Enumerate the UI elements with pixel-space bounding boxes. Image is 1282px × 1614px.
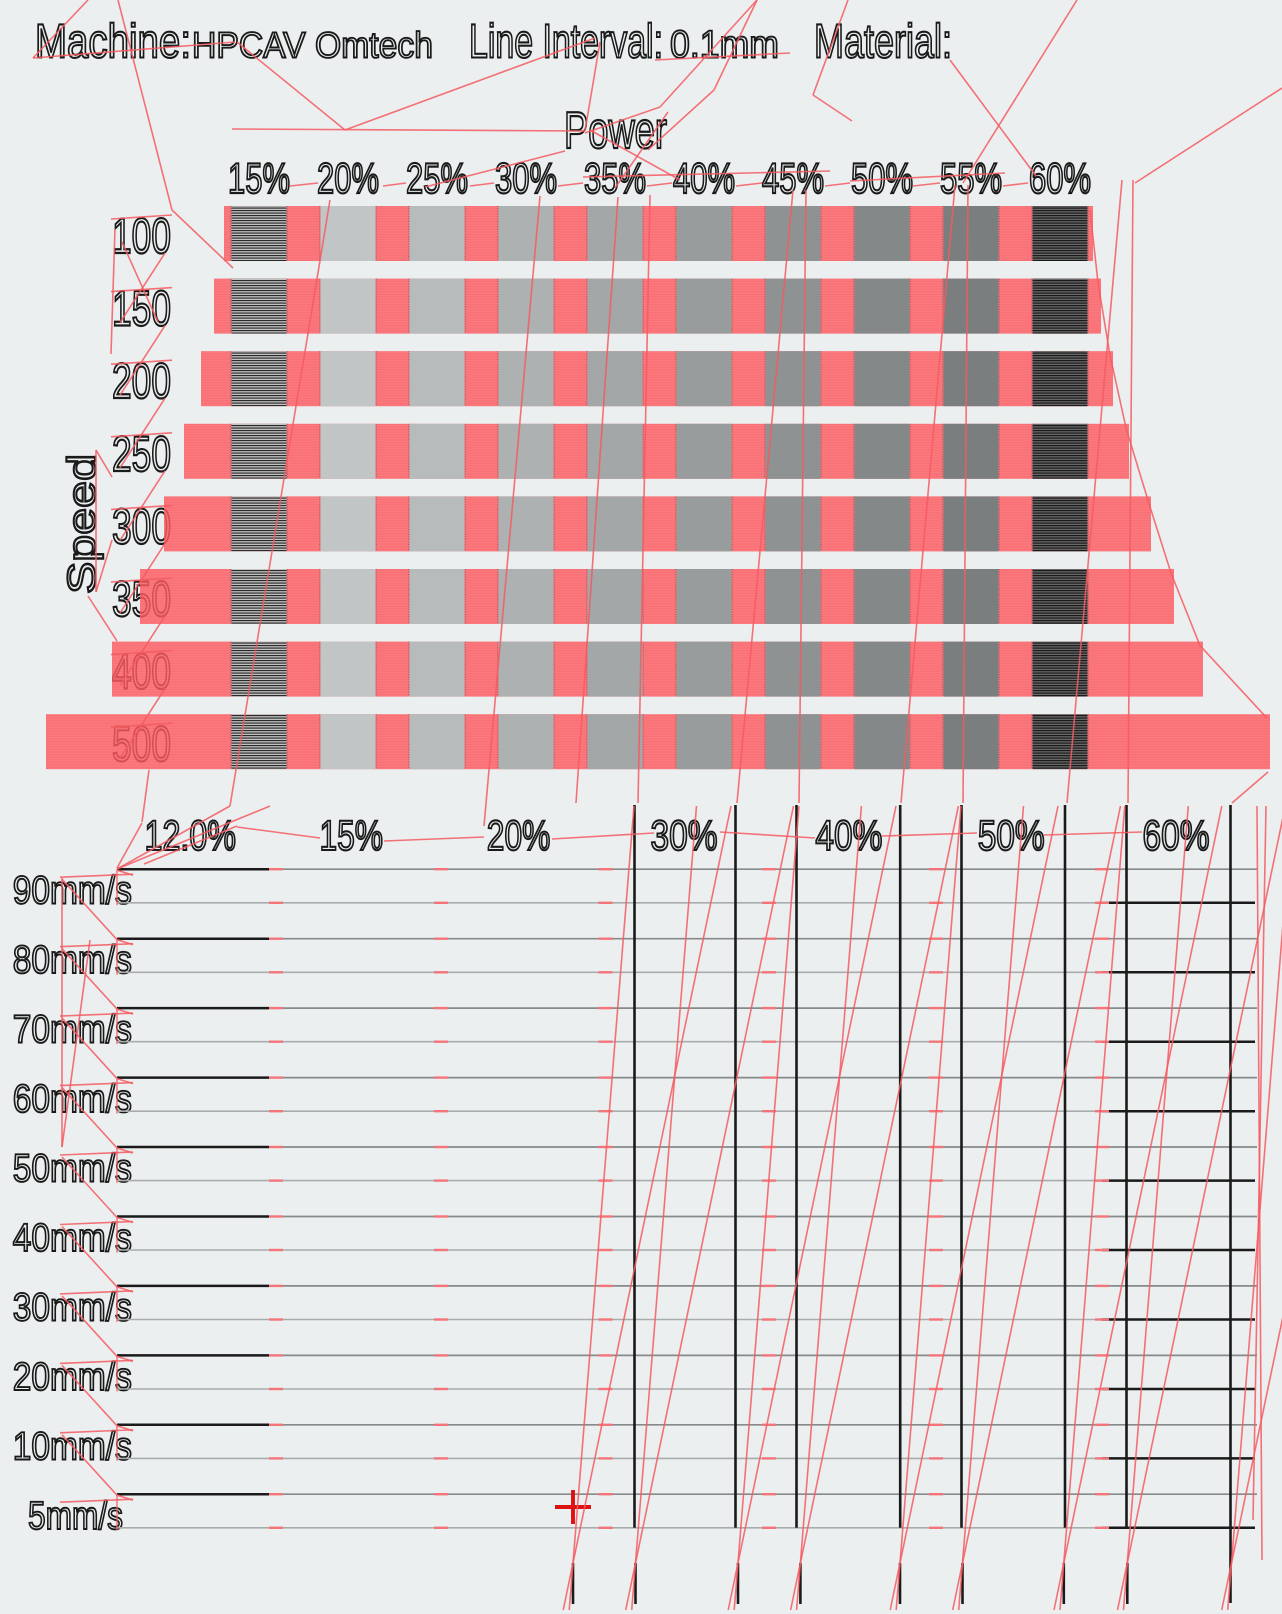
svg-text:60%: 60% [1029,155,1091,203]
svg-text:20%: 20% [317,155,379,203]
svg-text:Line Interval:: Line Interval: [469,16,663,69]
svg-text:Machine:: Machine: [35,16,191,69]
svg-text:40%: 40% [815,813,882,860]
svg-text:35%: 35% [584,155,646,203]
svg-text:Speed: Speed [60,454,104,594]
svg-text:30%: 30% [651,813,718,860]
svg-text:60%: 60% [1143,813,1210,860]
svg-text:30%: 30% [495,155,557,203]
svg-text:0.1mm: 0.1mm [670,24,779,67]
svg-text:40%: 40% [673,155,735,203]
svg-text:20%: 20% [487,813,551,860]
svg-text:15%: 15% [228,155,290,203]
svg-text:12.0%: 12.0% [145,813,237,860]
svg-text:55%: 55% [940,155,1002,203]
svg-text:HPCAV Omtech: HPCAV Omtech [192,25,433,66]
svg-text:Material:: Material: [814,16,952,69]
svg-text:50%: 50% [978,813,1045,860]
svg-text:15%: 15% [320,813,384,860]
